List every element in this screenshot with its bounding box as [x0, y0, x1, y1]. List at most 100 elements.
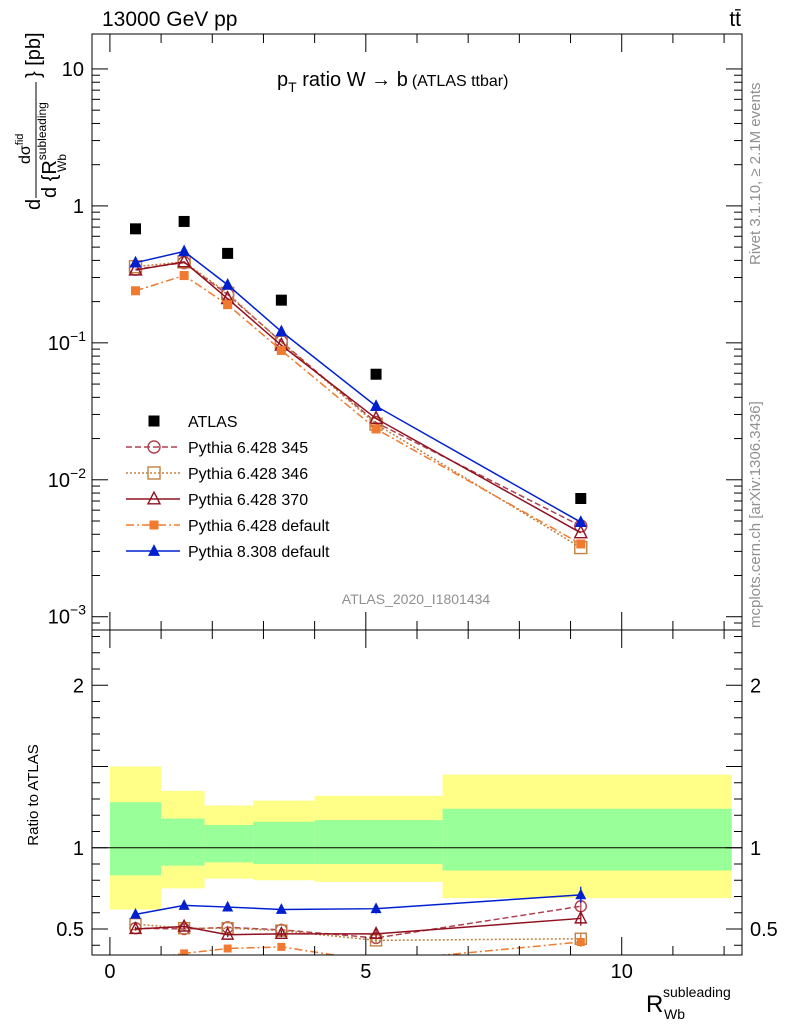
ratio-ytick-label-right-1: 1 [750, 838, 761, 860]
plot-title-text: ratio W → b [297, 69, 408, 91]
main-point-p6def-0 [131, 286, 141, 296]
main-point-p6def-2 [223, 300, 233, 310]
ratio-point-p370-2 [220, 926, 235, 940]
main-ytick-label-2: 10−1 [48, 328, 86, 355]
ratio-y-axis-label: Ratio to ATLAS [25, 744, 42, 845]
main-point-p6def-4 [371, 424, 381, 434]
band-inner-0 [109, 802, 162, 876]
legend-marker-p345 [147, 440, 161, 454]
ylabel-subscript: Wb [55, 154, 69, 172]
ratio-ytick-label-left-1: 1 [73, 838, 84, 860]
legend-label-p345: Pythia 6.428 345 [188, 440, 308, 457]
ratio-uncertainty-bands [109, 766, 732, 910]
ratio-point-p370-1 [177, 918, 191, 932]
svg-text:d: d [23, 199, 45, 210]
legend-marker-p8def [148, 544, 160, 556]
main-point-p8def-2 [221, 277, 234, 290]
data-point-1 [178, 215, 190, 227]
svg-text:d {Rsubleading: d {Rsubleading [35, 102, 61, 198]
ratio-panel-series [128, 886, 588, 966]
ratio-line-p370 [135, 917, 581, 936]
plot-title-tag: (ATLAS ttbar) [412, 73, 509, 90]
ratio-ytick-label-right-0: 0.5 [750, 919, 778, 941]
legend-label-p346: Pythia 6.428 346 [188, 466, 308, 483]
ratio-point-p8def-0 [130, 908, 142, 919]
legend-label-p370: Pythia 6.428 370 [188, 492, 308, 509]
main-y-axis-label: d dσfid d {Rsubleading Wb } [pb] [14, 32, 69, 210]
main-point-p6def-1 [179, 271, 189, 281]
process-label: tt̄ [729, 8, 741, 31]
main-point-p8def-0 [129, 255, 142, 268]
band-inner-4 [314, 820, 443, 864]
main-ytick-label-1: 1 [73, 196, 84, 218]
data-point-5 [575, 493, 587, 505]
main-panel-frame [91, 33, 743, 631]
main-line-p370 [135, 261, 582, 534]
ratio-line-p345 [135, 905, 581, 939]
ratio-point-p6def-3 [277, 942, 286, 951]
xtick-label-2: 10 [611, 961, 633, 983]
legend-marker-data [148, 415, 160, 427]
ratio-point-p6def-0 [132, 958, 140, 966]
main-point-p8def-5 [574, 515, 587, 528]
axes: 10 1 10−1 10−2 10−3 0.5 0.5 1 1 2 2 0 5 10 [48, 34, 778, 983]
ylabel-unit: } [pb] [23, 32, 45, 78]
plot-title-subscript: T [288, 79, 297, 95]
data-point-3 [275, 294, 287, 306]
legend-label-data: ATLAS [188, 414, 238, 431]
ratio-point-p6def-5 [576, 938, 585, 946]
data-point-0 [130, 223, 142, 235]
main-point-p370-1 [176, 253, 192, 268]
ratio-line-p6def [169, 941, 581, 955]
ratio-point-p8def-5 [575, 888, 587, 900]
xlabel-subscript: Wb [664, 1006, 685, 1022]
svg-text:} [pb]: } [pb] [23, 32, 45, 78]
main-point-p8def-3 [275, 324, 288, 337]
main-point-p370-4 [368, 410, 384, 425]
ratio-line-p8def [135, 894, 581, 916]
legend-marker-p346 [147, 466, 161, 480]
ratio-point-p370-0 [128, 921, 143, 935]
main-point-p8def-1 [178, 244, 191, 257]
mcplots-label: mcplots.cern.ch [arXiv:1306.3436] [747, 401, 764, 628]
main-point-p370-5 [573, 524, 588, 539]
ratio-line-p346 [135, 923, 581, 942]
legend: ATLAS Pythia 6.428 345 Pythia 6.428 346 Pyt… [126, 414, 330, 561]
ratio-ytick-label-right-2: 2 [750, 675, 761, 697]
legend-label-p6def: Pythia 6.428 default [188, 518, 330, 535]
data-point-4 [370, 368, 382, 380]
main-point-p6def-3 [276, 345, 286, 355]
analysis-id: ATLAS_2020_I1801434 [342, 591, 491, 607]
ratio-ytick-label-left-2: 2 [73, 675, 84, 697]
svg-text:subleading: subleading [663, 984, 731, 1000]
band-inner-2 [204, 825, 254, 863]
ylabel-denominator: d {R [39, 160, 61, 198]
main-line-p8def [135, 250, 582, 523]
ratio-point-p370-3 [274, 926, 289, 940]
energy-label: 13000 GeV pp [102, 8, 237, 31]
main-panel-series [128, 215, 588, 555]
ylabel-superscript: subleading [35, 102, 49, 160]
ratio-point-p8def-1 [178, 899, 190, 910]
ratio-point-p6def-2 [223, 944, 232, 953]
plot-title: pT ratio W → b (ATLAS ttbar) [277, 69, 508, 95]
main-point-p8def-4 [370, 399, 383, 411]
xlabel-r: R [646, 991, 663, 1018]
band-inner-1 [161, 818, 205, 866]
ylabel-d: d [23, 199, 45, 210]
ratio-point-p8def-3 [275, 903, 287, 914]
ratio-point-p8def-4 [370, 902, 382, 914]
ratio-point-p370-4 [369, 926, 383, 940]
ratio-ytick-label-left-0: 0.5 [56, 919, 84, 941]
main-point-p370-0 [128, 261, 143, 276]
x-axis-label: R subleading Wb [646, 984, 731, 1022]
xtick-label-0: 0 [104, 961, 115, 983]
xlabel-superscript: subleading [663, 984, 731, 1000]
ratio-point-p8def-2 [222, 900, 234, 912]
main-line-p6def [135, 274, 582, 545]
svg-text:Wb: Wb [664, 1006, 685, 1022]
svg-text:R: R [646, 991, 663, 1018]
ratio-point-p370-5 [574, 910, 588, 924]
main-ytick-label-4: 10−3 [48, 602, 86, 629]
